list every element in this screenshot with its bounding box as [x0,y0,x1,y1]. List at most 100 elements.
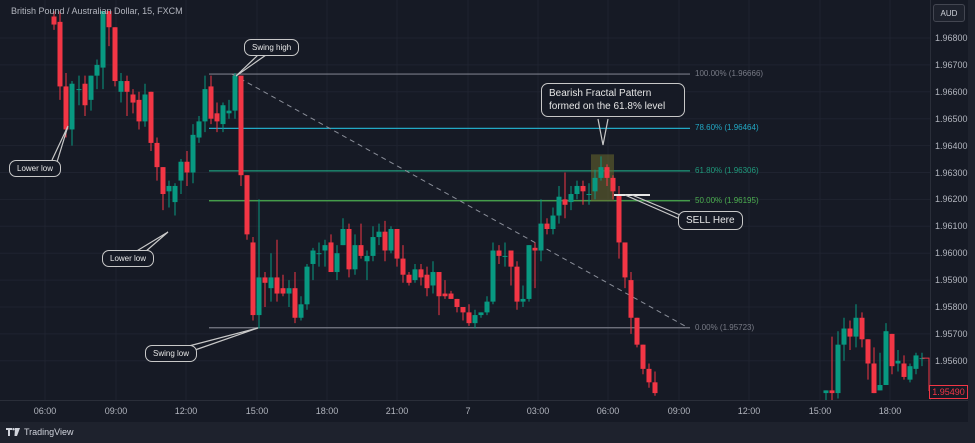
time-label: 21:00 [385,406,409,416]
price-label: 1.96000 [935,248,968,259]
candle-body [286,288,292,294]
sell-pointer [624,194,681,220]
candle-body [424,274,430,289]
price-axis[interactable] [930,0,969,400]
candle-body [907,366,913,380]
candle-body [214,113,220,122]
candle-body [901,363,907,377]
candle-body [370,237,376,256]
candle-body [877,385,883,391]
candle-body [166,185,172,192]
candle-body [616,194,622,243]
candle-body [88,75,94,100]
candle-body [442,293,448,297]
candle-body [508,250,514,267]
price-label: 1.95700 [935,328,968,339]
candle-body [502,255,508,257]
swing-high-callout: Swing high [244,39,300,56]
candle-body [913,355,919,369]
candle-body [436,272,442,297]
candle-body [562,199,568,205]
candle-body [598,167,604,178]
time-axis[interactable] [0,400,968,423]
candle-body [604,167,610,178]
candle-body [400,258,406,275]
candle-body [358,245,364,256]
sell-pointer-2 [631,194,681,216]
candle-body [382,231,388,251]
fib-level-label: 50.00% (1.96195) [695,195,759,205]
candle-body [628,280,634,318]
candle-body [526,245,532,299]
candle-body [883,331,889,386]
candle-body [484,301,490,313]
tradingview-logo[interactable]: TradingView [6,427,74,437]
candlestick-chart[interactable] [0,0,930,400]
swing-low-pointer [184,327,259,351]
candle-body [118,81,124,92]
candle-body [520,298,526,302]
lower-low-2-pointer [134,231,169,253]
candle-body [388,228,394,251]
time-label: 09:00 [667,406,691,416]
candle-body [51,16,57,25]
time-label: 06:00 [33,406,57,416]
candle-body [63,86,69,130]
candle-body [454,298,460,307]
candle-body [478,312,484,316]
last-price-line [922,357,930,391]
candle-body [580,185,586,192]
candle-body [76,89,82,91]
candle-body [82,83,88,106]
candle-body [634,317,640,345]
candle-body [316,253,322,255]
candle-body [69,83,75,130]
time-label: 18:00 [315,406,339,416]
candle-body [256,277,262,316]
price-label: 1.96400 [935,140,968,151]
candle-body [514,266,520,302]
candle-body [202,89,208,122]
sell-here-callout: SELL Here [678,211,743,230]
currency-button[interactable]: AUD [933,4,965,22]
fib-level-label: 100.00% (1.96666) [695,69,764,79]
price-label: 1.95600 [935,355,968,366]
candle-body [94,64,100,76]
candle-body [172,185,178,203]
candle-body [592,177,598,192]
chart-area[interactable] [0,0,930,400]
candle-body [130,94,136,103]
candle-body [364,255,370,262]
candle-body [340,228,346,246]
footer [0,422,975,443]
time-label: 18:00 [878,406,902,416]
candle-body [352,245,358,270]
candle-body [568,194,574,203]
candle-body [496,250,502,256]
price-label: 1.96800 [935,33,968,43]
candle-body [346,228,352,270]
candle-body [538,223,544,251]
candle-body [853,317,859,337]
candle-body [544,223,550,229]
time-label: 15:00 [808,406,832,416]
time-label: 06:00 [596,406,620,416]
candle-body [334,253,340,273]
candle-body [640,344,646,369]
candle-body [136,99,142,122]
candle-body [418,269,424,278]
candle-body [586,194,592,196]
candle-body [268,277,274,289]
candle-body [304,266,310,305]
candle-body [238,75,244,176]
last-price-badge: 1.95490 [929,385,968,399]
candle-body [556,196,562,216]
candle-body [124,81,130,92]
candle-body [160,167,166,195]
price-label: 1.96200 [935,194,968,205]
candle-body [835,344,841,394]
candle-body [622,242,628,278]
swing-high-pointer [235,54,267,77]
lower-low-callout-1: Lower low [9,160,62,177]
candle-body [841,328,847,345]
